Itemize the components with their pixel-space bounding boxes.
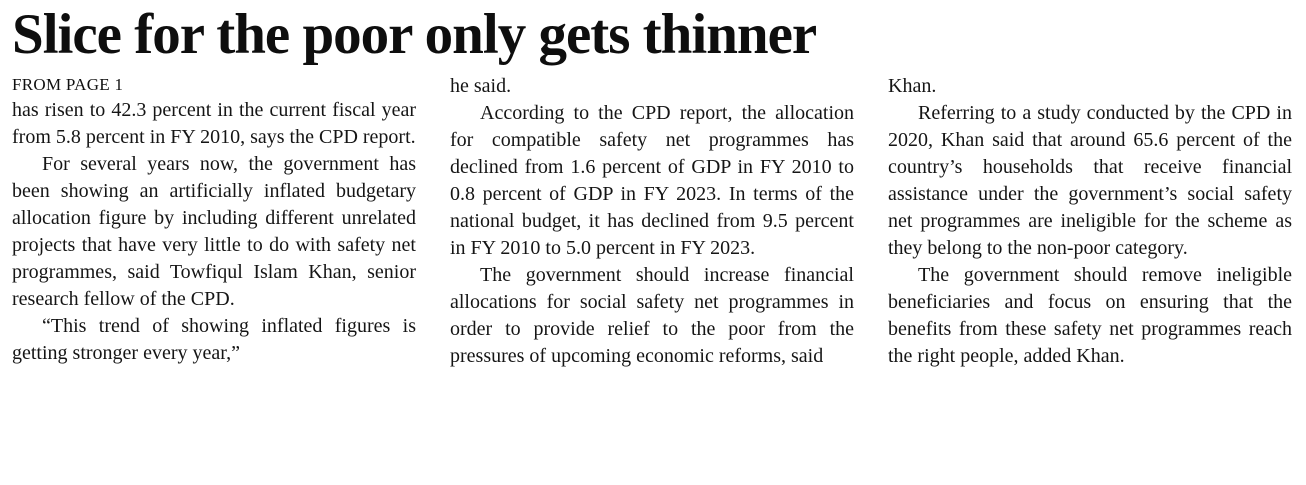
continuation-note: FROM PAGE 1 [12,75,124,94]
paragraph: For several years now, the government ha… [12,153,416,310]
paragraph: Referring to a study conducted by the CP… [888,102,1292,259]
paragraph: “This trend of showing inflated figures … [12,315,416,364]
column-3: Khan. Referring to a study conducted by … [888,73,1292,370]
paragraph: has risen to 42.3 percent in the current… [12,99,416,148]
column-2: he said. According to the CPD report, th… [450,73,854,370]
paragraph: he said. [450,75,512,97]
paragraph: The government should increase financial… [450,264,854,367]
paragraph: According to the CPD report, the allocat… [450,102,854,259]
article-columns: FROM PAGE 1 has risen to 42.3 percent in… [12,73,1294,370]
column-1: FROM PAGE 1 has risen to 42.3 percent in… [12,73,416,370]
headline: Slice for the poor only gets thinner [12,3,817,66]
paragraph: The government should remove ineligible … [888,264,1292,367]
paragraph: Khan. [888,75,937,97]
